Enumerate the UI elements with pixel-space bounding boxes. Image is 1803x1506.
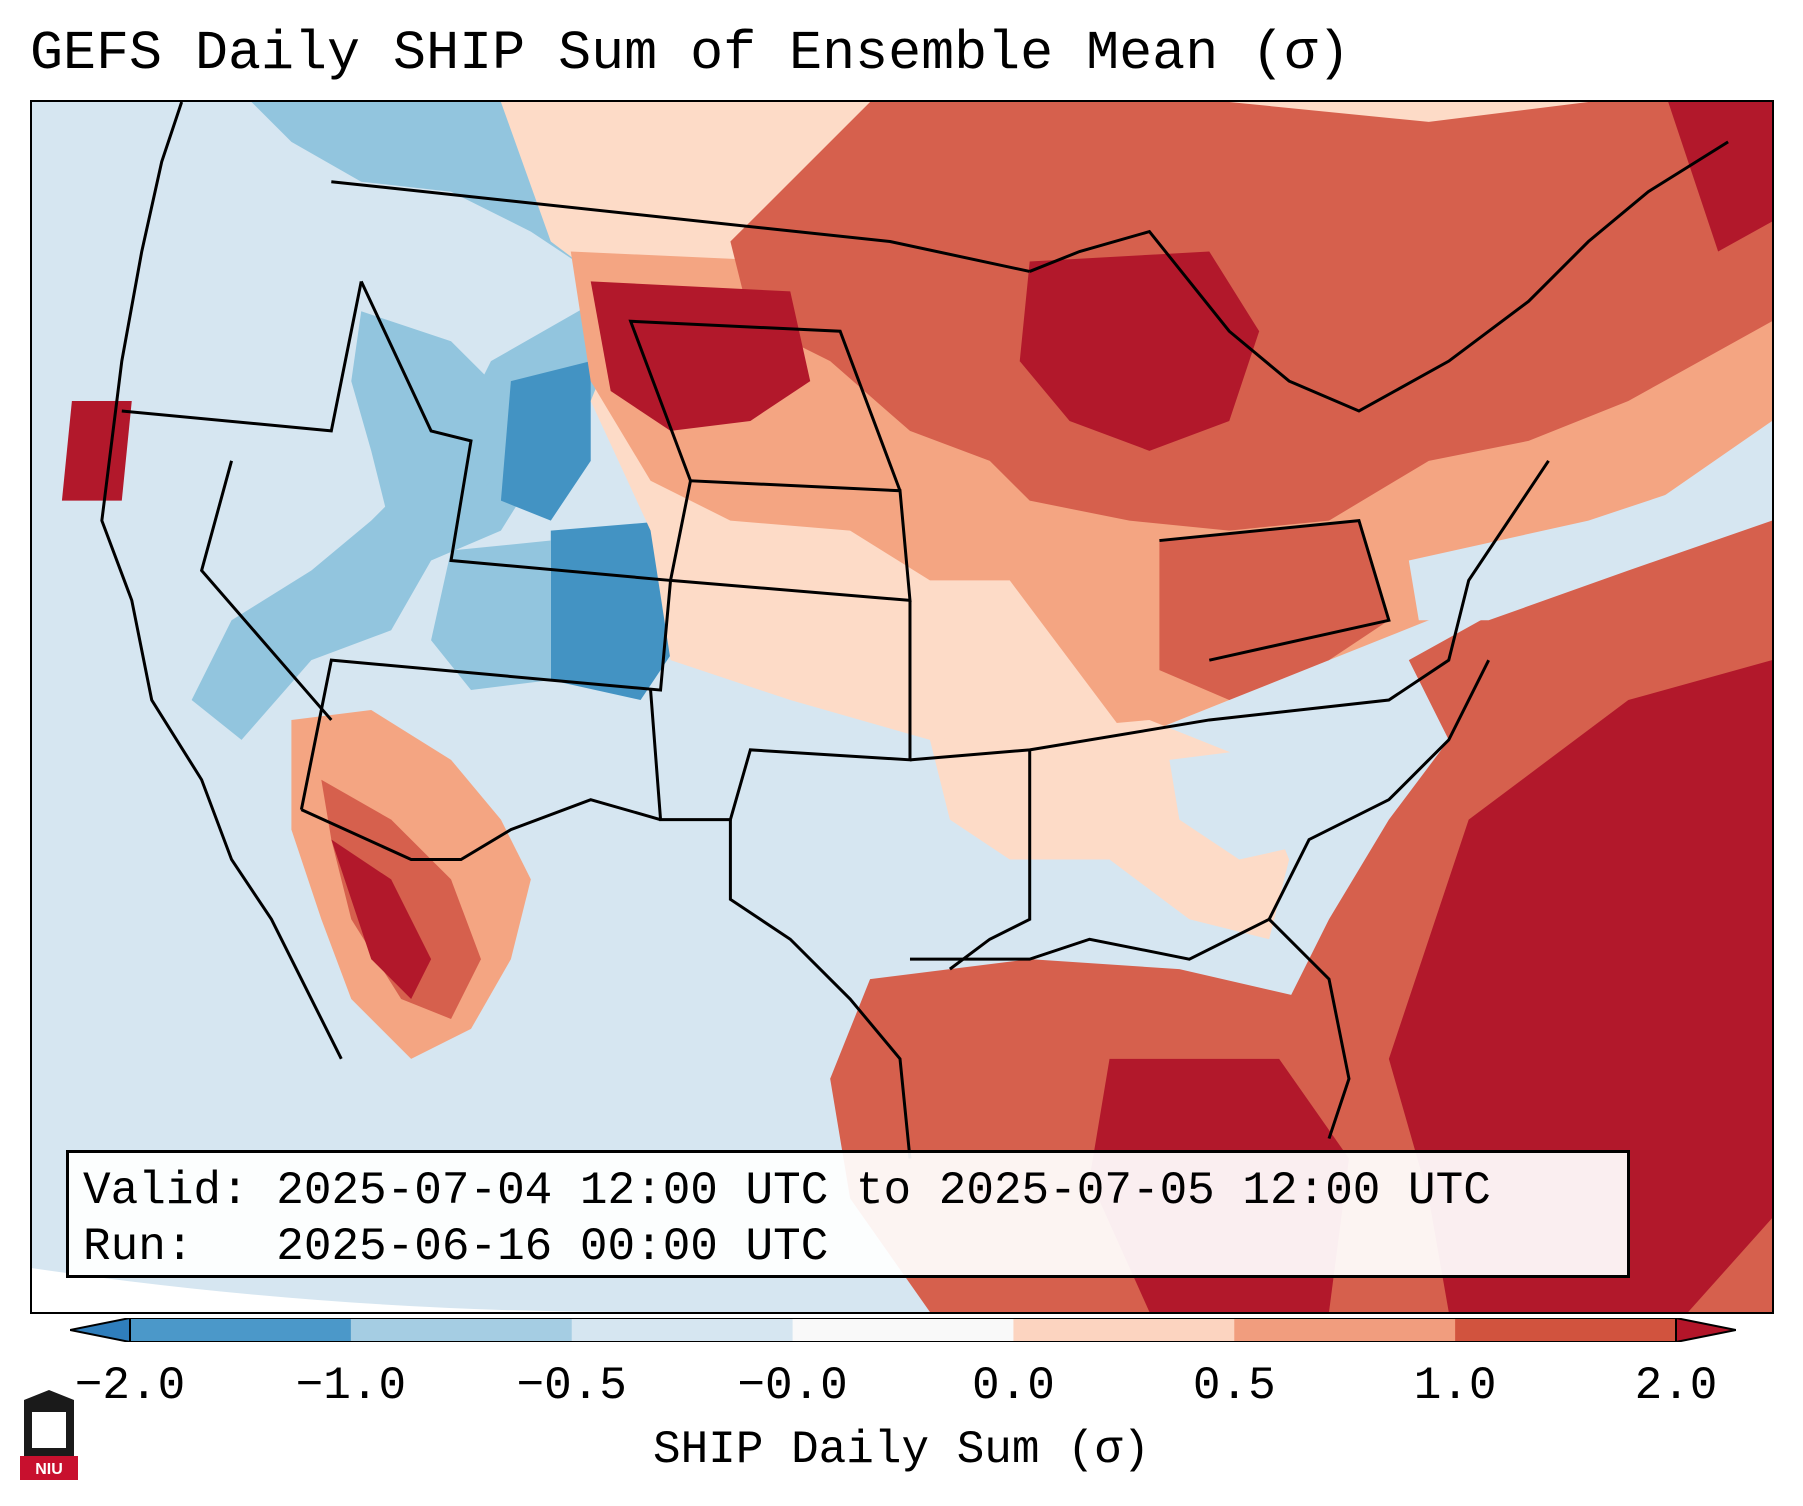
colorbar-tick-label: 2.0 xyxy=(1634,1360,1718,1412)
colorbar-extend-high xyxy=(1675,1318,1736,1342)
mississippi-border xyxy=(948,749,1032,971)
mexico-border xyxy=(300,798,661,861)
region-midatlantic-weak-negative xyxy=(1408,460,1772,621)
projection-edge xyxy=(32,1268,631,1312)
chart-title: GEFS Daily SHIP Sum of Ensemble Mean (σ) xyxy=(30,22,1351,85)
region-northwest-negative xyxy=(191,102,671,740)
northeast-border xyxy=(1029,140,1729,413)
valid-time: Valid: 2025-07-04 12:00 UTC to 2025-07-0… xyxy=(83,1165,1491,1217)
oklahoma-border xyxy=(649,600,912,822)
logo-window xyxy=(32,1412,66,1448)
boundaries xyxy=(100,102,1729,1159)
colorbar-outline xyxy=(129,1318,1677,1342)
colorbar-segment xyxy=(792,1318,1014,1342)
map-panel xyxy=(30,100,1774,1314)
run-time: Run: 2025-06-16 00:00 UTC xyxy=(83,1221,829,1273)
oregon-border xyxy=(121,281,363,433)
colorbar-tick-label: −1.0 xyxy=(295,1360,407,1412)
us-canada-border xyxy=(331,180,1031,273)
colorbar-tick-label: 1.0 xyxy=(1413,1360,1497,1412)
colorbar-label: SHIP Daily Sum (σ) xyxy=(653,1424,1150,1476)
region-great-lakes-strong-positive xyxy=(730,102,1772,531)
niu-logo: NIU xyxy=(20,1390,78,1480)
colorbar-segments xyxy=(70,1318,1736,1342)
colorbar-segment xyxy=(1234,1318,1456,1342)
colorbar-segment xyxy=(571,1318,794,1342)
texas-border xyxy=(728,819,912,1159)
logo-text: NIU xyxy=(35,1461,63,1478)
region-wyoming-strong-negative xyxy=(500,361,591,521)
gulf-coastline xyxy=(909,917,1351,1140)
region-coast-positive xyxy=(61,401,132,501)
colorbar-segment xyxy=(1455,1318,1677,1342)
nevada-border xyxy=(199,460,333,721)
region-utah-negative xyxy=(431,540,551,691)
region-idaho-negative xyxy=(351,311,511,541)
southeast-borders xyxy=(909,459,1550,762)
colorbar-tick-label: −0.0 xyxy=(737,1360,848,1412)
atlantic-coastline xyxy=(1267,659,1490,920)
colorbar xyxy=(70,1318,1736,1342)
region-dakotas-very-strong-positive xyxy=(590,281,811,431)
anomaly-map xyxy=(32,102,1772,1312)
logo-roof xyxy=(24,1390,74,1400)
region-maine-very-strong-positive xyxy=(1668,102,1772,252)
region-colorado-strong-negative xyxy=(550,520,681,701)
region-georgia-weak-negative xyxy=(1169,739,1330,860)
region-atlantic-very-strong-positive xyxy=(1388,660,1772,1312)
colorbar-tick-label: 0.5 xyxy=(1192,1360,1276,1412)
logo-badge xyxy=(20,1456,78,1480)
region-ohio-valley-positive xyxy=(1159,520,1389,701)
colorbar-tick-label: −0.5 xyxy=(516,1360,627,1412)
region-gulf-california-positive xyxy=(331,839,432,1000)
colorbar-tick-label: −2.0 xyxy=(74,1360,186,1412)
dakotas-border xyxy=(628,319,902,492)
west-coastline xyxy=(100,102,343,1060)
region-michigan-very-strong-positive xyxy=(1019,251,1260,451)
interior-west-borders xyxy=(299,280,673,810)
ohio-valley-border xyxy=(1159,519,1391,662)
info-box: Valid: 2025-07-04 12:00 UTC to 2025-07-0… xyxy=(66,1150,1630,1278)
colorbar-extend-low xyxy=(70,1318,131,1342)
colorbar-segment xyxy=(130,1318,352,1342)
colorbar-tick-label: 0.0 xyxy=(972,1360,1055,1412)
colorbar-segment xyxy=(350,1318,573,1342)
colorbar-segment xyxy=(1013,1318,1235,1342)
